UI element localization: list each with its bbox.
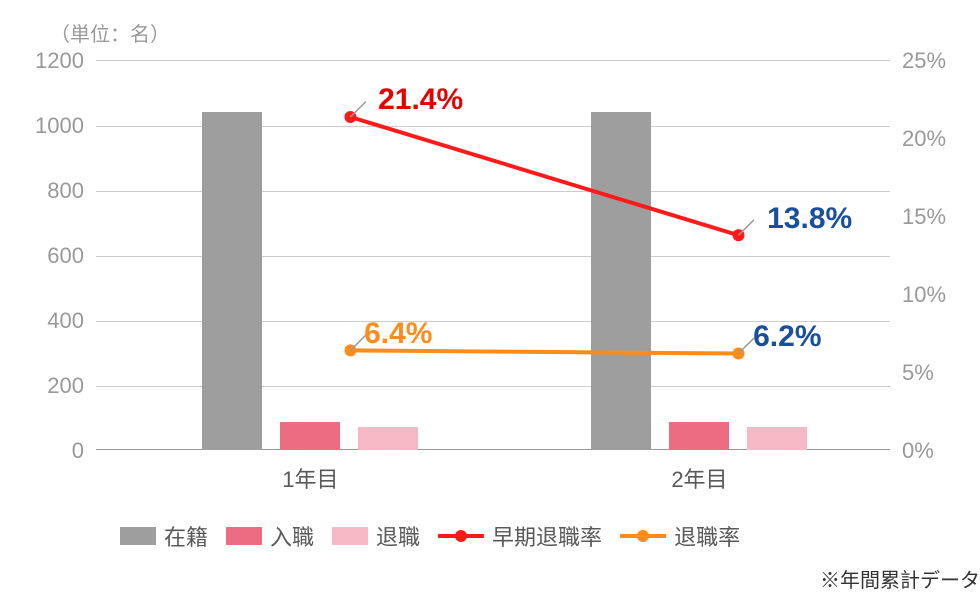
y-right-tick: 15% [902, 204, 946, 230]
legend-swatch [120, 527, 156, 545]
line-marker [733, 229, 745, 241]
footnote: ※年間累計データ [820, 564, 980, 593]
data-label: 21.4% [378, 83, 463, 117]
legend-swatch [332, 527, 368, 545]
legend-line-marker [438, 527, 484, 545]
data-label: 6.4% [364, 317, 432, 351]
legend-label: 入職 [270, 520, 314, 552]
x-category-label: 2年目 [671, 462, 727, 494]
y-right-tick: 20% [902, 126, 946, 152]
y-left-tick: 1200 [35, 48, 84, 74]
bar [358, 427, 418, 450]
x-category-label: 1年目 [282, 462, 338, 494]
legend-item: 在籍 [120, 520, 208, 552]
legend-label: 退職 [376, 520, 420, 552]
legend-item: 入職 [226, 520, 314, 552]
y-left-tick: 200 [47, 373, 84, 399]
y-left-tick: 800 [47, 178, 84, 204]
y-left-tick: 1000 [35, 113, 84, 139]
line-marker [344, 111, 356, 123]
plot-area: 0200400600800100012000%5%10%15%20%25%1年目… [96, 60, 890, 450]
unit-label: （単位：名） [50, 18, 170, 47]
leader-line [739, 220, 754, 235]
bar [280, 422, 340, 450]
y-right-tick: 5% [902, 360, 934, 386]
line-marker [733, 348, 745, 360]
legend-item: 退職率 [620, 520, 740, 552]
bar [747, 427, 807, 450]
legend-item: 早期退職率 [438, 520, 602, 552]
leader-line [739, 338, 754, 353]
chart-container: （単位：名） 0200400600800100012000%5%10%15%20… [0, 0, 980, 609]
bar [202, 112, 262, 450]
data-label: 13.8% [767, 202, 852, 236]
line-series [350, 117, 738, 235]
y-left-tick: 400 [47, 308, 84, 334]
legend-swatch [226, 527, 262, 545]
y-right-tick: 25% [902, 48, 946, 74]
legend-label: 在籍 [164, 520, 208, 552]
bar [669, 422, 729, 450]
y-left-tick: 600 [47, 243, 84, 269]
data-label: 6.2% [753, 320, 821, 354]
legend-item: 退職 [332, 520, 420, 552]
leader-line [350, 102, 365, 117]
y-right-tick: 10% [902, 282, 946, 308]
legend-label: 退職率 [674, 520, 740, 552]
bar [591, 112, 651, 450]
y-right-tick: 0% [902, 438, 934, 464]
line-marker [344, 344, 356, 356]
y-left-tick: 0 [72, 438, 84, 464]
legend: 在籍 入職 退職 早期退職率 退職率 [120, 520, 740, 552]
legend-line-marker [620, 527, 666, 545]
legend-label: 早期退職率 [492, 520, 602, 552]
